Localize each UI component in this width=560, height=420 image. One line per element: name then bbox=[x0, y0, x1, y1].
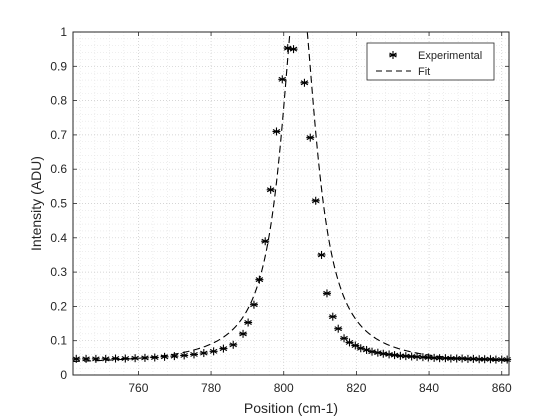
data-point bbox=[209, 347, 218, 356]
y-tick-label: 0.4 bbox=[50, 231, 67, 245]
data-point bbox=[160, 352, 169, 361]
y-tick-label: 0.2 bbox=[50, 299, 67, 313]
data-point bbox=[390, 351, 399, 360]
data-point bbox=[311, 196, 320, 205]
y-tick-label: 0.9 bbox=[50, 59, 67, 73]
y-tick-label: 0.3 bbox=[50, 265, 67, 279]
data-point bbox=[229, 340, 238, 349]
data-point bbox=[180, 351, 189, 360]
data-point bbox=[266, 185, 275, 194]
data-point bbox=[255, 275, 264, 284]
data-point bbox=[140, 353, 149, 362]
data-point bbox=[261, 237, 270, 246]
x-tick-label: 780 bbox=[201, 381, 221, 395]
data-point bbox=[272, 127, 281, 136]
y-ticks: 0 0.1 0.2 0.3 0.4 0.5 0.6 0.7 0.8 0.9 1 bbox=[50, 25, 509, 382]
data-point bbox=[199, 349, 208, 358]
data-point bbox=[328, 312, 337, 321]
data-point bbox=[300, 78, 309, 87]
data-point bbox=[91, 354, 100, 363]
y-tick-label: 0.5 bbox=[50, 197, 67, 211]
x-axis-label: Position (cm-1) bbox=[244, 400, 338, 416]
y-tick-label: 0.8 bbox=[50, 94, 67, 108]
legend-label-experimental: Experimental bbox=[418, 50, 482, 62]
x-tick-label: 800 bbox=[274, 381, 294, 395]
y-tick-label: 1 bbox=[60, 25, 67, 39]
x-tick-label: 760 bbox=[128, 381, 148, 395]
data-point bbox=[278, 75, 287, 84]
data-point bbox=[317, 250, 326, 259]
data-point bbox=[289, 45, 298, 54]
x-tick-label: 860 bbox=[492, 381, 512, 395]
data-point bbox=[72, 354, 81, 363]
x-ticks: 760 780 800 820 840 860 bbox=[128, 32, 512, 395]
legend: Experimental Fit bbox=[366, 42, 495, 81]
data-point bbox=[379, 349, 388, 358]
data-point bbox=[121, 354, 130, 363]
data-point bbox=[322, 289, 331, 298]
data-point bbox=[170, 352, 179, 361]
data-point bbox=[82, 354, 91, 363]
legend-marker-experimental bbox=[389, 51, 397, 59]
y-tick-label: 0.6 bbox=[50, 162, 67, 176]
data-point bbox=[396, 351, 405, 360]
data-point bbox=[189, 350, 198, 359]
legend-box bbox=[366, 42, 495, 81]
data-point bbox=[150, 353, 159, 362]
minor-grid bbox=[73, 32, 509, 375]
marker-layer bbox=[72, 44, 512, 364]
x-tick-label: 840 bbox=[419, 381, 439, 395]
fit-curve bbox=[72, 31, 291, 362]
data-point bbox=[111, 354, 120, 363]
data-point bbox=[244, 318, 253, 327]
y-axis-label: Intensity (ADU) bbox=[28, 156, 44, 251]
data-point bbox=[306, 133, 315, 142]
y-tick-label: 0.1 bbox=[50, 334, 67, 348]
legend-asterisk bbox=[389, 51, 397, 59]
data-point bbox=[249, 300, 258, 309]
data-point bbox=[101, 354, 110, 363]
data-point bbox=[131, 354, 140, 363]
data-point bbox=[340, 334, 349, 343]
data-point bbox=[491, 355, 500, 364]
y-tick-label: 0.7 bbox=[50, 128, 67, 142]
data-point bbox=[334, 324, 343, 333]
x-tick-label: 820 bbox=[346, 381, 366, 395]
y-tick-label: 0 bbox=[60, 368, 67, 382]
data-point bbox=[219, 344, 228, 353]
legend-label-fit: Fit bbox=[418, 66, 430, 78]
data-point bbox=[239, 329, 248, 338]
